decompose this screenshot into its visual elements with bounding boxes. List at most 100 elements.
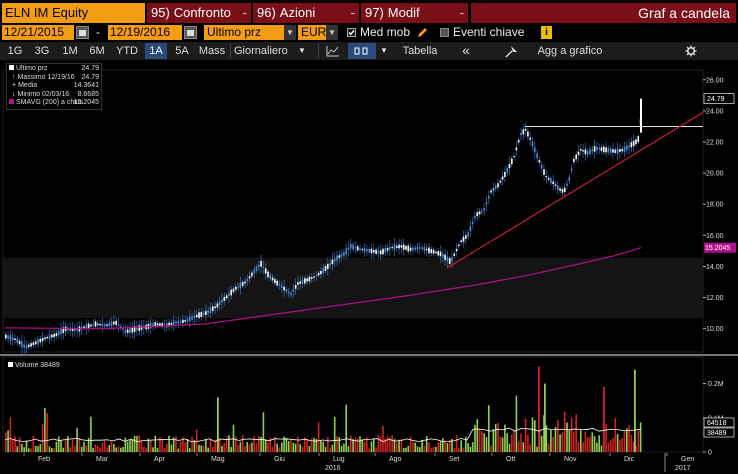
period-3g[interactable]: 3G: [34, 45, 50, 57]
legend-row-sma: SMAVG (200) a chius 15.2045: [9, 99, 99, 108]
volume-bar: [513, 430, 515, 452]
volume-bar: [593, 436, 596, 452]
add-to-chart-button[interactable]: Agg a grafico: [537, 45, 603, 57]
chevron-down-icon[interactable]: ▼: [298, 46, 306, 55]
volume-bar: [598, 435, 600, 452]
add-to-chart-icon[interactable]: [505, 44, 519, 58]
volume-bar: [614, 418, 617, 452]
candle: [352, 244, 354, 250]
start-date-field[interactable]: 12/21/2015: [2, 25, 74, 40]
volume-bar: [465, 436, 467, 452]
candle: [471, 221, 474, 224]
candle: [16, 338, 19, 343]
period-mass[interactable]: Mass: [198, 45, 226, 57]
candle: [386, 247, 389, 251]
end-date-field[interactable]: 12/19/2016: [108, 25, 182, 40]
collapse-icon[interactable]: «: [462, 42, 470, 58]
calendar-icon[interactable]: [184, 26, 197, 39]
volume-bar: [251, 442, 253, 452]
menu-confronto-label: Confronto: [173, 5, 231, 20]
period-1m[interactable]: 1M: [62, 45, 78, 57]
gear-icon[interactable]: [685, 45, 697, 57]
candle: [343, 252, 345, 256]
price-field-select[interactable]: Ultimo prz: [204, 25, 284, 40]
volume-bar: [301, 446, 304, 452]
volume-bar: [603, 386, 605, 452]
candle: [287, 291, 290, 294]
candle: [122, 328, 124, 330]
candle: [577, 151, 580, 156]
volume-bar: [202, 445, 205, 452]
candle: [124, 329, 127, 333]
year-label: 2016: [325, 465, 341, 472]
candle: [260, 260, 262, 267]
candle: [442, 253, 444, 258]
volume-bar: [359, 436, 361, 452]
volume-bar: [568, 430, 571, 452]
candle: [405, 245, 407, 250]
x-tick-label: Gen: [681, 456, 694, 463]
candle: [152, 323, 154, 327]
candle: [547, 177, 550, 180]
volume-bar: [25, 441, 28, 452]
volume-bar: [39, 444, 42, 452]
period-1g[interactable]: 1G: [7, 45, 23, 57]
info-icon[interactable]: i: [541, 26, 552, 39]
calendar-icon[interactable]: [76, 26, 89, 39]
period-ytd[interactable]: YTD: [116, 45, 138, 57]
candle-type-button[interactable]: [348, 43, 376, 59]
candle: [552, 181, 554, 185]
currency-select[interactable]: EUR: [298, 25, 326, 40]
volume-bar: [634, 369, 636, 452]
volume-bar: [60, 440, 62, 452]
volume-bar: [235, 436, 237, 452]
period-1a[interactable]: 1A: [145, 43, 167, 59]
volume-bar: [99, 447, 101, 452]
checkbox-checked-icon[interactable]: [347, 28, 356, 37]
line-chart-icon[interactable]: [326, 45, 340, 57]
tabella-button[interactable]: Tabella: [402, 45, 438, 57]
pencil-icon[interactable]: [416, 26, 429, 39]
volume-bar: [101, 442, 104, 452]
candle: [600, 147, 603, 151]
price-chart[interactable]: 26.00 24.00 22.00 20.00 18.00 16.00 14.00 12.00…: [0, 61, 738, 474]
volume-bar: [221, 446, 223, 452]
volume-bar: [228, 435, 230, 452]
candle: [354, 247, 357, 249]
candle: [154, 322, 157, 327]
menu-modif[interactable]: 97) Modif -: [361, 3, 468, 23]
chevron-down-icon[interactable]: ▼: [326, 25, 338, 40]
volume-bar: [113, 443, 115, 452]
candle: [306, 278, 308, 282]
volume-bar: [212, 446, 214, 452]
ticker-field[interactable]: ELN IM Equity: [2, 3, 145, 23]
menu-azioni[interactable]: 96) Azioni -: [253, 3, 359, 23]
volume-tick-label: 0.2M: [708, 381, 724, 388]
frequency-select[interactable]: Giornaliero: [234, 45, 288, 57]
volume-bar: [501, 437, 504, 452]
candle: [379, 250, 382, 255]
period-6m[interactable]: 6M: [89, 45, 105, 57]
chevron-down-icon[interactable]: ▼: [284, 25, 296, 40]
volume-bar: [37, 446, 39, 452]
volume-bar: [637, 430, 640, 452]
volume-bar: [168, 435, 170, 452]
candle: [497, 183, 499, 188]
x-tick-label: Giu: [274, 456, 285, 463]
volume-bar: [573, 431, 575, 452]
candle: [209, 307, 212, 313]
volume-bar: [97, 446, 99, 452]
volume-bar: [589, 436, 591, 452]
volume-bar: [327, 437, 329, 452]
candle: [313, 276, 315, 278]
menu-confronto[interactable]: 95) Confronto -: [147, 3, 251, 23]
chevron-down-icon[interactable]: ▼: [380, 46, 388, 55]
volume-bar: [389, 437, 391, 452]
period-5a[interactable]: 5A: [175, 45, 189, 57]
checkbox-icon[interactable]: [440, 28, 449, 37]
volume-bar: [545, 425, 548, 452]
volume-bar: [103, 440, 106, 452]
candle: [251, 272, 253, 277]
volume-bar: [453, 448, 456, 452]
legend-low-icon: ↓: [12, 90, 16, 98]
